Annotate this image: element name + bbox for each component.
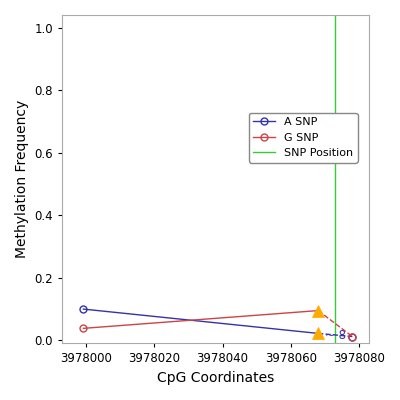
Y-axis label: Methylation Frequency: Methylation Frequency — [15, 100, 29, 258]
X-axis label: CpG Coordinates: CpG Coordinates — [157, 371, 274, 385]
Text: ~ 8: ~ 8 — [325, 329, 346, 342]
Legend: A SNP, G SNP, SNP Position: A SNP, G SNP, SNP Position — [248, 112, 358, 162]
